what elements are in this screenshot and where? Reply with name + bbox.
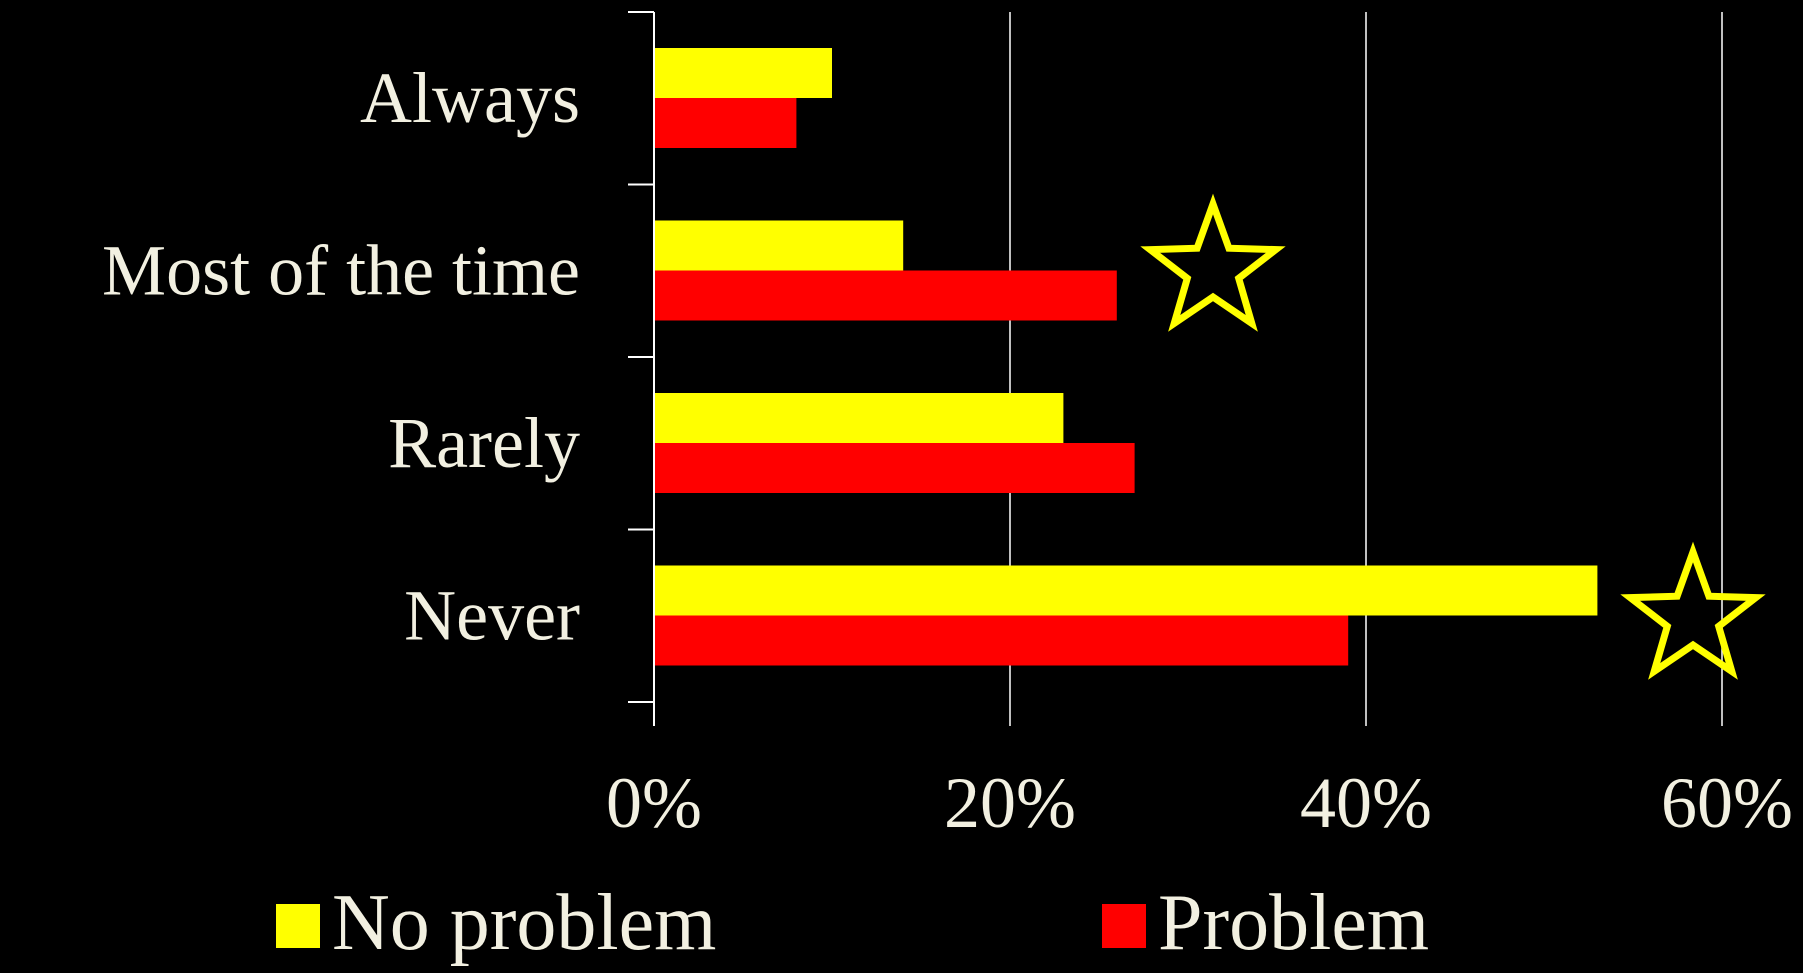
category-label-never: Never: [404, 576, 580, 656]
star-outline-icon: [1620, 541, 1766, 680]
legend: No problem Problem: [0, 872, 1803, 973]
bar-no-problem-always: [654, 48, 832, 98]
bar-problem-never: [654, 615, 1349, 666]
category-label-most-of-the-time: Most of the time: [102, 231, 580, 311]
bar-problem-always: [654, 98, 797, 148]
legend-swatch-problem: [1102, 903, 1146, 948]
legend-label-problem: Problem: [1158, 878, 1430, 967]
axes: [628, 11, 1723, 726]
x-tick-label-60%: 60%: [1661, 763, 1793, 843]
category-label-always: Always: [360, 58, 580, 138]
legend-label-no-problem: No problem: [332, 878, 717, 967]
category-labels: Always Most of the time Rarely Never: [102, 58, 580, 656]
bar-problem-most-of-the-time: [654, 270, 1117, 321]
x-tick-labels: 0% 20% 40% 60%: [606, 763, 1793, 843]
category-label-rarely: Rarely: [388, 403, 580, 483]
legend-item-no-problem: No problem: [276, 872, 716, 973]
legend-swatch-no-problem: [276, 903, 320, 948]
x-tick-label-40%: 40%: [1300, 763, 1432, 843]
bar-no-problem-most-of-the-time: [654, 220, 904, 271]
x-tick-label-0%: 0%: [606, 763, 702, 843]
annotations: [1140, 193, 1766, 680]
bar-no-problem-rarely: [654, 393, 1064, 443]
bar-no-problem-never: [654, 565, 1598, 616]
bar-problem-rarely: [654, 443, 1135, 493]
x-tick-label-20%: 20%: [944, 763, 1076, 843]
star-outline-icon: [1140, 193, 1286, 332]
legend-item-problem: Problem: [1102, 872, 1429, 973]
bars-group: [654, 48, 1598, 666]
